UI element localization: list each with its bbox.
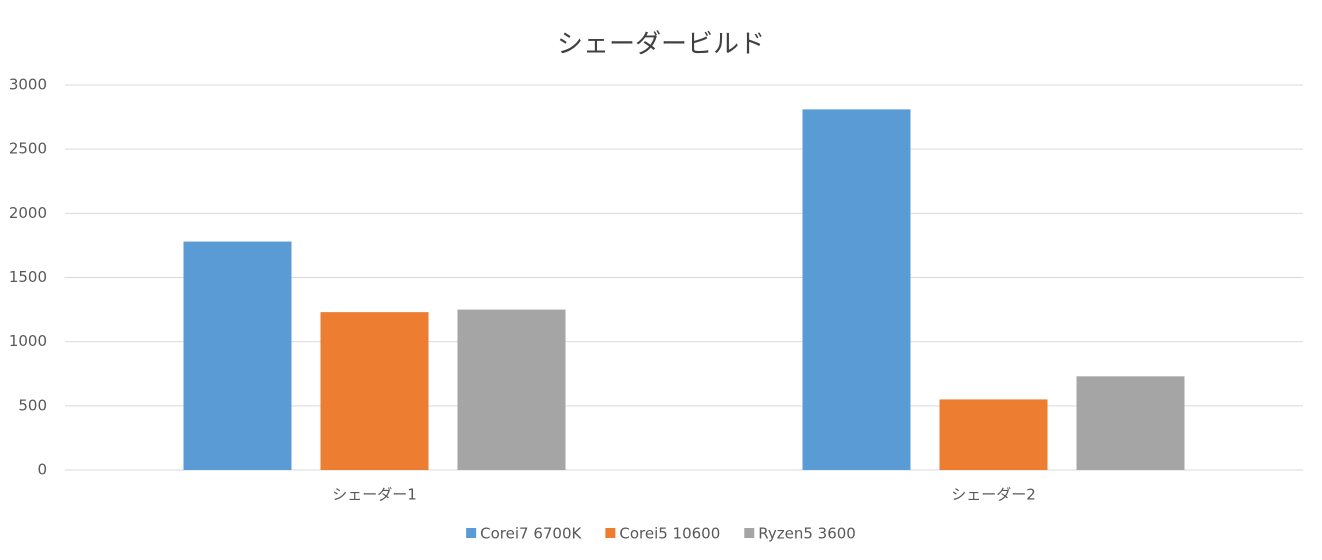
y-tick-label: 2500 <box>9 140 47 158</box>
y-tick-label: 3000 <box>9 76 47 94</box>
x-tick-label: シェーダー2 <box>951 486 1036 504</box>
bar <box>1076 376 1185 470</box>
y-tick-label: 0 <box>37 461 47 479</box>
bar <box>457 309 566 470</box>
bar <box>939 399 1048 470</box>
y-tick-label: 2000 <box>9 204 47 222</box>
legend-label: Corei5 10600 <box>619 525 720 543</box>
bar <box>802 109 911 470</box>
y-tick-label: 500 <box>18 396 47 414</box>
legend-label: Corei7 6700K <box>480 525 582 543</box>
legend-swatch <box>744 528 755 538</box>
legend-swatch <box>466 528 477 538</box>
x-tick-label: シェーダー1 <box>332 486 417 504</box>
y-tick-label: 1000 <box>9 332 47 350</box>
y-tick-label: 1500 <box>9 268 47 286</box>
bar <box>183 241 292 470</box>
legend-swatch <box>605 528 616 538</box>
chart-title: シェーダービルド <box>557 30 765 60</box>
legend-label: Ryzen5 3600 <box>758 525 856 543</box>
bar <box>320 312 429 470</box>
